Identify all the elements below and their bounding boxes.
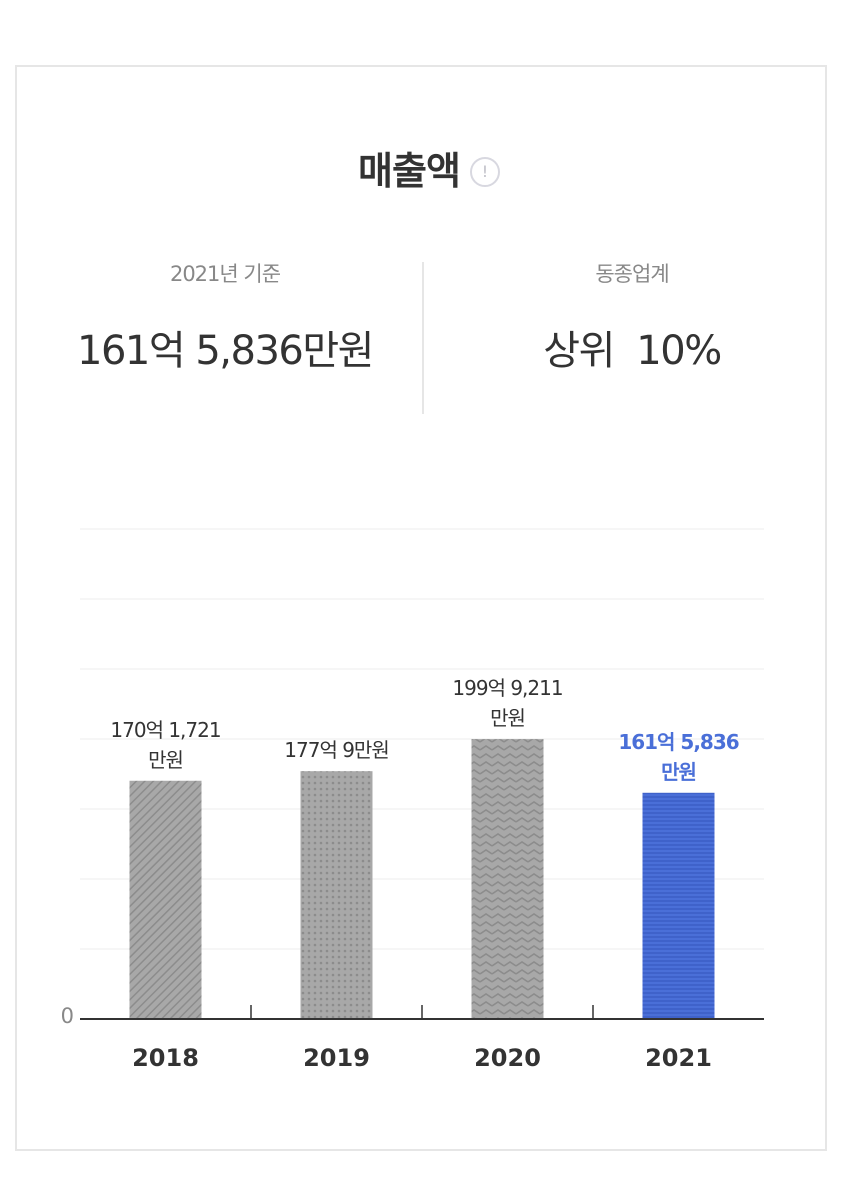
stat-industry-label: 동종업계 [595,262,669,286]
bar-2020[interactable] [471,739,544,1019]
stat-base-year-label: 2021년 기준 [169,262,281,286]
x-tick-2021: 2021 [645,1044,712,1072]
data-label-2018: 만원 [148,748,183,772]
bar-2019[interactable] [300,771,373,1019]
page-title: 매출액 [358,149,461,193]
data-label-2021: 161억 5,836 [618,730,738,754]
data-label-2018: 170억 1,721 [110,718,220,742]
stat-base-year-value: 161억 5,836만원 [77,328,374,374]
data-label-2020: 199억 9,211 [452,676,562,700]
info-icon[interactable]: ! [469,156,500,187]
stat-divider [422,262,424,414]
stat-base-year: 2021년 기준 161억 5,836만원 [15,258,435,376]
bar-2021[interactable] [642,792,715,1019]
bar-2018[interactable] [129,780,202,1019]
x-tick-2020: 2020 [474,1044,541,1072]
x-tick-2019: 2019 [303,1044,370,1072]
y-tick-zero: 0 [61,1004,74,1028]
stat-industry: 동종업계 상위 10% [422,258,842,376]
x-tick-2018: 2018 [132,1044,199,1072]
data-label-2021: 만원 [661,760,696,784]
title-row: 매출액! [0,140,858,195]
data-label-2020: 만원 [490,706,525,730]
stat-industry-value: 상위 10% [543,328,722,374]
data-label-2019: 177억 9만원 [284,738,388,762]
